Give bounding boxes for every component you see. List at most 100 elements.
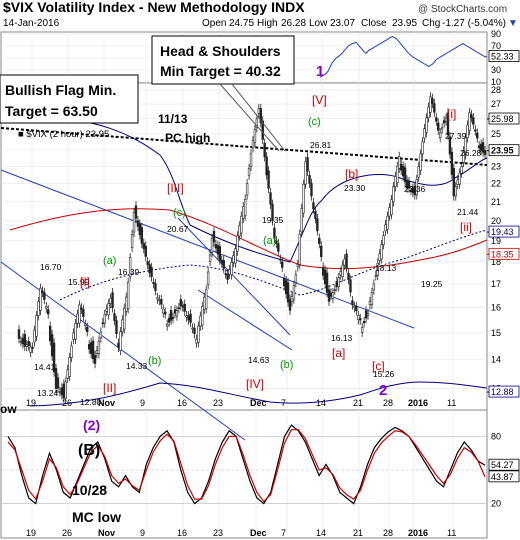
candle-body: [325, 272, 329, 293]
candle-body: [177, 307, 181, 309]
price-label: 16.70: [40, 262, 62, 272]
candle-body: [111, 292, 114, 309]
candle-body: [134, 205, 138, 219]
price-label: 23.36: [404, 184, 426, 194]
candle-body: [247, 168, 251, 176]
candle-body: [357, 315, 360, 321]
x-tick-label-oscillator: 7: [281, 528, 286, 538]
indicator-y-tick-label: 30: [491, 65, 501, 75]
candle-body: [327, 289, 331, 302]
candle-body: [115, 320, 118, 334]
price-y-tick-label: 18: [491, 257, 501, 267]
bollinger-upper: [39, 117, 488, 263]
candle-body: [366, 313, 370, 316]
bollinger-lower: [29, 381, 488, 407]
candle-body: [464, 137, 467, 156]
price-label: 14.63: [248, 355, 270, 365]
high-value: 26.28: [281, 18, 306, 29]
wave-V: [V]: [312, 93, 327, 107]
candle-body: [228, 269, 231, 275]
oscillator-y-tick-label: 80: [491, 431, 501, 441]
oscillator-panel: [0, 409, 488, 539]
candle-body: [140, 227, 144, 244]
price-y-tick-label: 14: [491, 355, 501, 365]
candle-body: [481, 142, 485, 153]
chg-down-icon: ▼: [508, 18, 518, 29]
candle-body: [372, 283, 376, 291]
price-label: 16.39: [118, 267, 140, 277]
x-tick-label-price: 28: [383, 398, 393, 408]
candle-body: [27, 341, 30, 347]
candle-body: [154, 283, 157, 291]
high-label: High: [257, 18, 278, 29]
candle-body: [382, 235, 385, 245]
candle-body: [86, 326, 89, 333]
candle-body: [333, 289, 337, 292]
candle-body: [68, 357, 71, 377]
level-tag: [488, 112, 520, 125]
candle-body: [292, 285, 296, 300]
candle-body: [433, 103, 436, 113]
symbol-title: $VIX Volatility Index - New Methodology …: [3, 0, 305, 15]
candle-body: [345, 253, 348, 269]
candle-body: [171, 317, 175, 319]
candle-body: [263, 142, 266, 158]
price-y-tick-label: 16: [491, 303, 501, 313]
candle-body: [437, 122, 440, 131]
indicator-y-tick-label: 90: [491, 29, 501, 39]
wave-1: 1: [316, 63, 324, 80]
candle-body: [312, 202, 315, 210]
oscillator-last-tag: [488, 470, 520, 483]
candle-body: [169, 310, 173, 321]
candle-body: [429, 96, 432, 113]
x-tick-label-price: 26: [62, 398, 72, 408]
candle-body: [370, 292, 374, 305]
candle-body: [70, 345, 73, 358]
candle-body: [37, 301, 40, 316]
candle-body: [347, 272, 350, 281]
candle-body: [279, 258, 282, 261]
price-label: 16.13: [331, 333, 353, 343]
candle-body: [298, 233, 301, 265]
level-tag-label: 19.43: [491, 227, 514, 237]
candle-body: [407, 181, 411, 189]
chg-value: -1.27 (-5.04%): [442, 18, 506, 29]
candle-body: [265, 156, 268, 176]
wave-IV: [IV]: [246, 377, 264, 391]
candle-body: [76, 313, 79, 324]
candle-body: [185, 315, 188, 318]
candle-body: [33, 329, 36, 343]
bullish-flag-box: [0, 74, 139, 124]
x-tick-label-oscillator: 19: [26, 528, 36, 538]
candle-body: [425, 117, 428, 133]
candle-body: [438, 132, 442, 139]
candle-body: [323, 269, 327, 285]
candle-body: [193, 327, 196, 334]
wave-c-green: (c): [308, 116, 321, 128]
mc-low: MC low: [72, 509, 121, 525]
candle-body: [281, 261, 284, 268]
wave-c: [c]: [372, 359, 385, 373]
candle-body: [435, 117, 438, 122]
x-tick-label-price: 23: [213, 398, 223, 408]
candle-body: [101, 322, 105, 325]
candle-body: [210, 238, 214, 253]
candle-body: [300, 208, 303, 233]
flag-target: Target = 63.50: [5, 103, 98, 119]
low-value: 23.07: [330, 18, 355, 29]
candle-body: [273, 227, 276, 239]
series-legend: ■ $VIX (2 hour) 23.95: [18, 129, 109, 140]
x-tick-label-oscillator: 26: [62, 528, 72, 538]
wave-a-green: (a): [263, 235, 276, 247]
candle-body: [238, 225, 241, 237]
candle-body: [35, 315, 38, 337]
x-tick-label-oscillator: Nov: [98, 528, 115, 538]
candle-body: [468, 112, 471, 131]
candle-body: [130, 234, 134, 248]
candle-body: [199, 315, 202, 327]
oscillator-series-line: [7, 429, 486, 503]
candle-body: [54, 368, 58, 389]
candle-body: [376, 262, 379, 276]
candle-body: [364, 310, 368, 319]
candle-body: [82, 309, 85, 317]
